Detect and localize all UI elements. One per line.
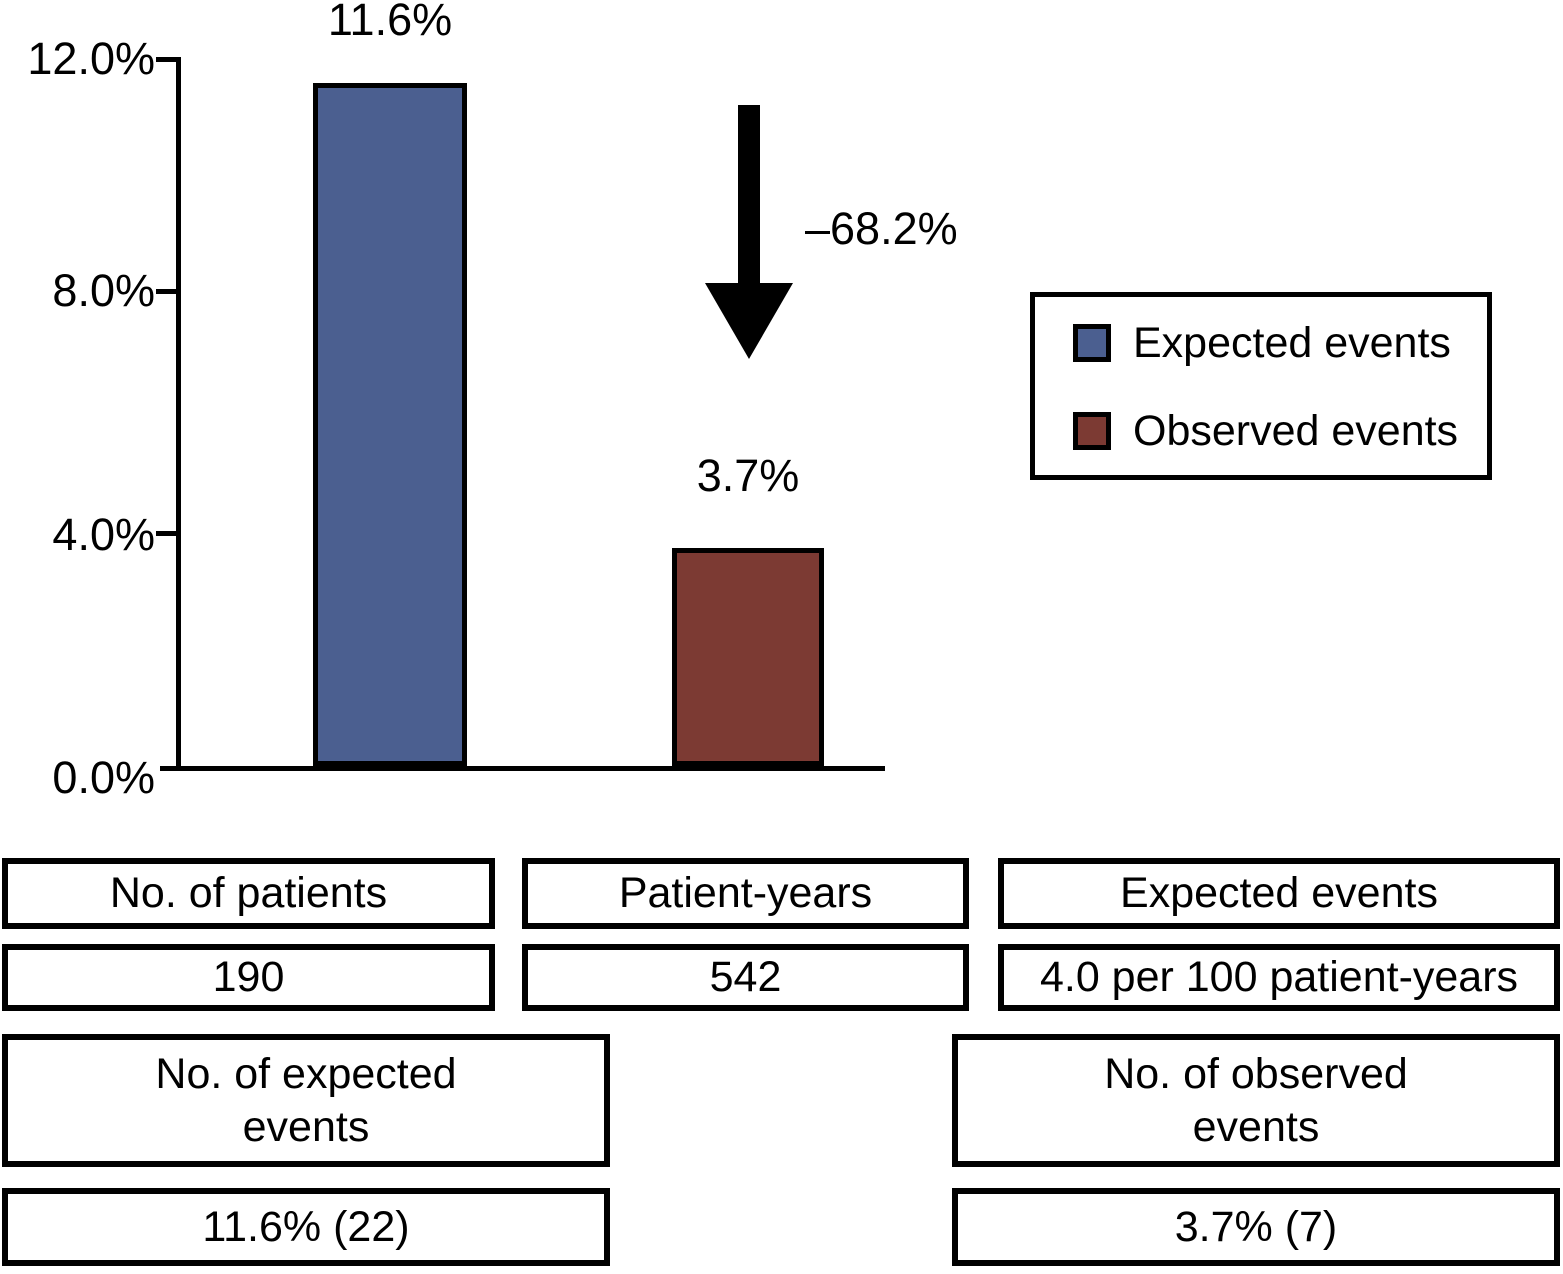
y-axis-line: [176, 57, 181, 771]
patient-years-value-box: 542: [522, 944, 969, 1011]
patients-value-label: 190: [212, 953, 285, 1002]
expected-events-bar: [313, 83, 467, 766]
no-expected-events-header-label: No. of expected events: [155, 1050, 457, 1151]
no-observed-events-value-label: 3.7% (7): [1174, 1202, 1338, 1251]
observed-swatch-icon: [1073, 412, 1111, 450]
x-axis-line: [160, 766, 885, 771]
y-tick-label-4: 4.0%: [52, 509, 155, 560]
legend: Expected events Observed events: [1030, 292, 1492, 480]
observed-bar-value-label: 3.7%: [696, 450, 800, 501]
down-arrow-shaft: [738, 105, 760, 285]
no-observed-events-value-box: 3.7% (7): [952, 1188, 1560, 1266]
expected-events-rate-value-box: 4.0 per 100 patient-years: [998, 944, 1560, 1011]
patients-header-box: No. of patients: [2, 858, 495, 929]
no-expected-events-header-box: No. of expected events: [2, 1034, 610, 1167]
no-observed-events-header-label: No. of observed events: [1104, 1050, 1408, 1151]
observed-events-bar: [672, 548, 824, 766]
patient-years-header-label: Patient-years: [618, 869, 873, 918]
legend-item-observed: Observed events: [1073, 406, 1459, 455]
y-tick-mark-8: [156, 289, 176, 294]
expected-swatch-icon: [1073, 324, 1111, 362]
expected-bar-value-label: 11.6%: [327, 0, 453, 45]
y-tick-mark-12: [156, 57, 176, 62]
expected-events-header-box: Expected events: [998, 858, 1560, 929]
patients-header-label: No. of patients: [109, 869, 388, 918]
legend-label-expected: Expected events: [1133, 318, 1451, 367]
patient-years-header-box: Patient-years: [522, 858, 969, 929]
y-tick-label-12: 12.0%: [27, 33, 155, 84]
down-arrow-icon: [705, 283, 793, 359]
patients-value-box: 190: [2, 944, 495, 1011]
expected-events-header-label: Expected events: [1120, 869, 1438, 918]
percent-change-label: –68.2%: [805, 203, 958, 254]
y-tick-mark-4: [156, 531, 176, 536]
legend-item-expected: Expected events: [1073, 318, 1451, 367]
no-expected-events-value-label: 11.6% (22): [202, 1202, 410, 1251]
patient-years-value-label: 542: [709, 953, 782, 1002]
y-tick-label-0: 0.0%: [52, 752, 155, 803]
expected-events-rate-value-label: 4.0 per 100 patient-years: [1039, 953, 1519, 1002]
legend-label-observed: Observed events: [1133, 406, 1459, 455]
y-tick-label-8: 8.0%: [52, 265, 155, 316]
no-observed-events-header-box: No. of observed events: [952, 1034, 1560, 1167]
no-expected-events-value-box: 11.6% (22): [2, 1188, 610, 1266]
